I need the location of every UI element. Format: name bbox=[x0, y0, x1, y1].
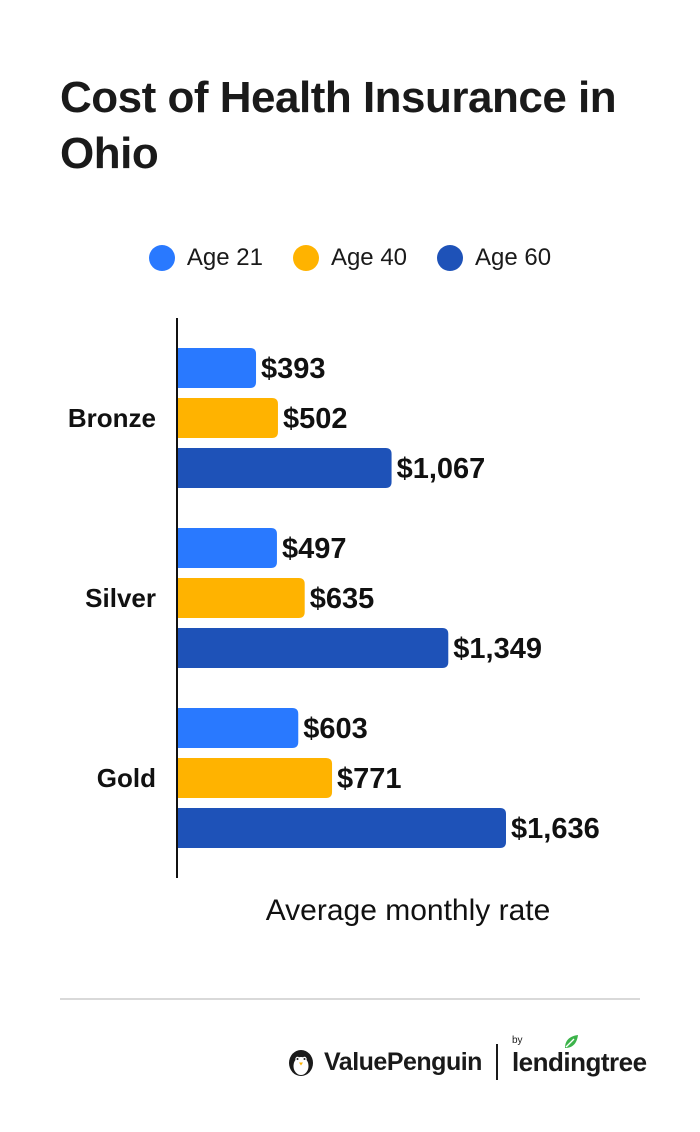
bar-bronze-age-60 bbox=[177, 448, 392, 488]
bar-gold-age-21 bbox=[177, 708, 299, 748]
data-label: $635 bbox=[310, 583, 375, 615]
legend: Age 21 Age 40 Age 60 bbox=[0, 244, 700, 272]
chart-title: Cost of Health Insurance in Ohio bbox=[60, 73, 617, 178]
category-label-gold: Gold bbox=[97, 763, 156, 793]
bar-silver-age-60 bbox=[177, 628, 449, 668]
data-label: $497 bbox=[282, 533, 347, 565]
partner-by: by bbox=[511, 1034, 523, 1046]
data-label: $603 bbox=[303, 713, 368, 745]
x-axis-label: Average monthly rate bbox=[266, 894, 551, 927]
legend-label: Age 40 bbox=[330, 244, 408, 271]
legend-item-age-21: Age 21 bbox=[148, 244, 263, 272]
bar-silver-age-40 bbox=[177, 578, 305, 618]
partner-logo: by lendingtree bbox=[511, 1034, 647, 1078]
bar-gold-age-60 bbox=[177, 808, 506, 848]
penguin-icon bbox=[289, 1050, 313, 1076]
legend-label: Age 21 bbox=[186, 244, 263, 271]
data-label: $1,636 bbox=[511, 813, 600, 845]
legend-swatch bbox=[148, 245, 175, 271]
logo-separator bbox=[495, 1044, 498, 1080]
category-label-silver: Silver bbox=[85, 583, 156, 613]
data-label: $1,067 bbox=[397, 453, 486, 485]
legend-item-age-40: Age 40 bbox=[292, 244, 408, 272]
footer-divider bbox=[60, 998, 640, 1000]
legend-label: Age 60 bbox=[475, 244, 552, 271]
category-label-bronze: Bronze bbox=[68, 403, 156, 433]
bar-silver-age-21 bbox=[177, 528, 277, 568]
data-label: $393 bbox=[261, 353, 326, 385]
data-label: $1,349 bbox=[453, 633, 542, 665]
legend-item-age-60: Age 60 bbox=[437, 244, 551, 272]
bar-bronze-age-21 bbox=[177, 348, 257, 388]
data-label: $502 bbox=[283, 403, 348, 435]
leaf-icon bbox=[564, 1034, 578, 1048]
data-label: $771 bbox=[337, 763, 402, 795]
brand-name: ValuePenguin bbox=[324, 1047, 482, 1076]
bar-bronze-age-40 bbox=[177, 398, 278, 438]
footer-logo: ValuePenguin by lendingtree bbox=[286, 1034, 647, 1080]
partner-name: lendingtree bbox=[511, 1046, 647, 1077]
legend-swatch bbox=[292, 245, 319, 271]
bar-chart: Bronze $393 $502 $1,067 Silver $497 $635 $1,349… bbox=[68, 318, 600, 927]
legend-swatch bbox=[437, 245, 464, 271]
bar-gold-age-40 bbox=[177, 758, 333, 798]
